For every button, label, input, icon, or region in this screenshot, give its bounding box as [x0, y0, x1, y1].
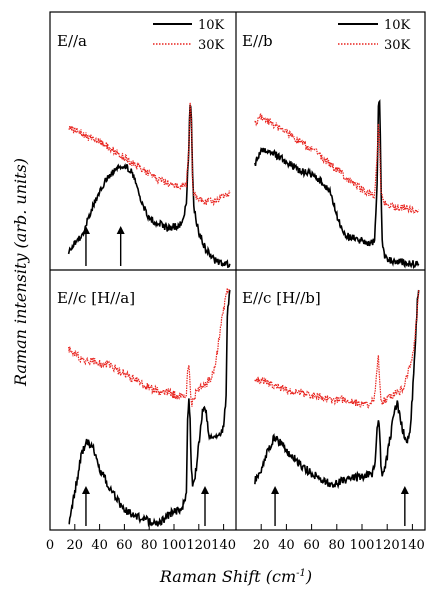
x-tick-label-left-0: 0	[46, 538, 54, 553]
legend-label-30k-a: 30K	[198, 38, 225, 53]
x-tick-label-left-140: 140	[211, 538, 236, 553]
legend-label-30k-b: 30K	[384, 38, 411, 53]
panel-label-eb: E//b	[242, 32, 273, 50]
arrow-bottom-left-1	[201, 486, 209, 526]
legend-label-10k-a: 10K	[198, 18, 225, 33]
x-tick-label-right-40: 40	[278, 538, 295, 553]
x-tick-label-left-100: 100	[162, 538, 187, 553]
series-10k-top-right	[254, 99, 420, 270]
plot-frame	[49, 11, 426, 531]
x-tick-label-right-120: 120	[375, 538, 400, 553]
arrow-bottom-left-0	[81, 486, 90, 526]
x-axis-title: Raman Shift (cm-1)	[159, 567, 312, 586]
series-30k-bottom-right	[254, 289, 420, 409]
series-layer	[67, 99, 420, 528]
x-tick-label-left-20: 20	[67, 538, 84, 553]
x-tick-label-right-60: 60	[303, 538, 320, 553]
series-10k-top-left	[67, 104, 231, 269]
x-tick-label-right-100: 100	[350, 538, 375, 553]
arrow-top-left-0	[81, 226, 90, 266]
arrow-bottom-right-1	[400, 486, 409, 526]
x-axis-ticks: 0 20 40 60 80 100 120 140 20 40 60 80 100 120 140	[46, 524, 425, 553]
arrow-layer	[81, 226, 409, 526]
x-tick-label-right-140: 140	[400, 538, 425, 553]
series-10k-bottom-left	[68, 289, 231, 528]
panel-label-ea: E//a	[57, 32, 87, 50]
series-30k-bottom-left	[68, 287, 230, 407]
x-tick-label-left-80: 80	[141, 538, 158, 553]
x-tick-label-left-120: 120	[186, 538, 211, 553]
panel-label-ec-ha: E//c [H//a]	[57, 289, 135, 307]
y-axis-title: Raman intensity (arb. units)	[11, 158, 30, 387]
legend-label-10k-b: 10K	[384, 18, 411, 33]
series-30k-top-left	[68, 102, 231, 207]
series-10k-bottom-right	[254, 289, 420, 490]
panel-label-ec-hb: E//c [H//b]	[242, 289, 321, 307]
series-30k-top-right	[254, 112, 420, 214]
x-tick-label-right-80: 80	[329, 538, 346, 553]
arrow-top-left-1	[116, 226, 125, 266]
x-tick-label-left-60: 60	[116, 538, 133, 553]
arrow-bottom-right-0	[271, 486, 280, 526]
x-tick-label-right-20: 20	[253, 538, 270, 553]
x-tick-label-left-40: 40	[91, 538, 108, 553]
